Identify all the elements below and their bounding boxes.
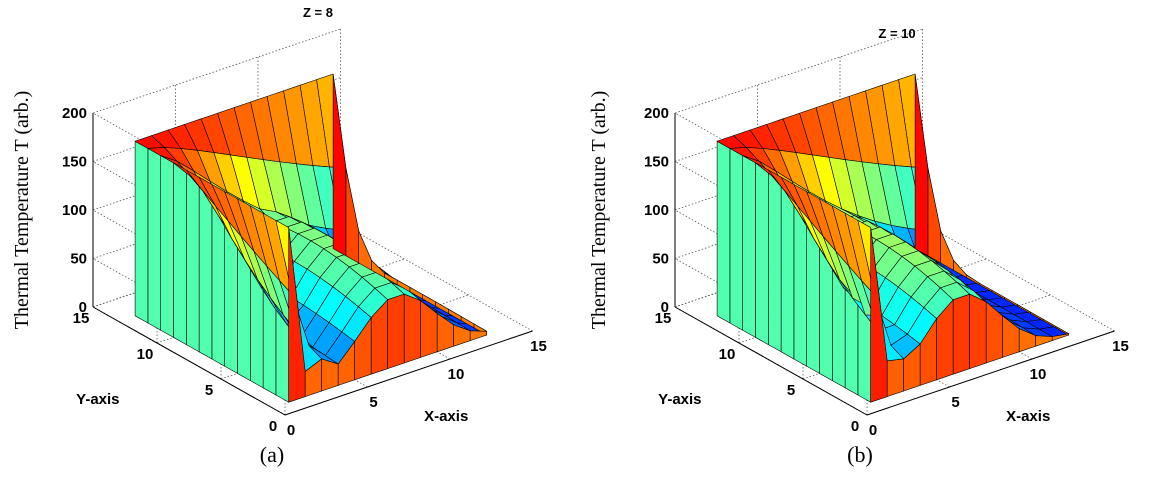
y-axis-line xyxy=(92,306,286,416)
surface-patch xyxy=(914,73,929,257)
z-tick-label: 0 xyxy=(79,299,87,316)
surface-patch xyxy=(952,293,971,375)
y-tick-label: 5 xyxy=(205,382,213,399)
surface-plot-a: 051015051015050100150200X-axisY-axisTher… xyxy=(11,5,547,467)
chart-panel-b: 0 5 10 15 0 5 10 15 0 50 100 150 200 X-axis Y-axis Ther… xyxy=(577,0,1153,478)
surface-patch xyxy=(469,330,488,342)
surface-patch xyxy=(345,167,360,264)
y-tick-label: 5 xyxy=(787,382,795,399)
x-tick-label: 5 xyxy=(369,394,377,411)
y-tick-label: 15 xyxy=(655,310,672,327)
panel-caption: (b) xyxy=(847,442,873,467)
surface-patch xyxy=(134,140,149,324)
z-axis-label: Thermal Temperature T (arb.) xyxy=(11,91,33,330)
surface-patch xyxy=(716,140,731,324)
surface-patch xyxy=(1035,335,1053,347)
surface-patches xyxy=(134,73,488,403)
y-tick-label: 0 xyxy=(851,418,859,435)
surface-patch xyxy=(403,293,422,364)
surface-patch xyxy=(321,358,339,392)
y-tick-label: 10 xyxy=(719,346,736,363)
y-tick-label: 10 xyxy=(137,346,154,363)
z-tick-label: 100 xyxy=(62,202,87,219)
surface-patch xyxy=(886,358,905,398)
x-tick-label: 0 xyxy=(287,422,295,439)
surface-patch xyxy=(969,293,987,370)
surface-patch xyxy=(358,230,372,271)
surface-plot-b: 051015051015050100150200X-axisY-axisTher… xyxy=(588,26,1129,467)
x-tick-label: 0 xyxy=(869,422,877,439)
panel-caption: (a) xyxy=(260,442,284,467)
z-tick-label: 200 xyxy=(62,105,87,122)
y-axis-label: Y-axis xyxy=(658,391,701,408)
surface-patch xyxy=(768,169,782,353)
surface-patch xyxy=(729,147,743,331)
x-axis-label: X-axis xyxy=(1006,408,1050,425)
surface-patch xyxy=(755,162,769,346)
x-tick-label: 10 xyxy=(448,366,465,383)
x-tick-label: 15 xyxy=(1112,338,1129,355)
z-tick-label: 150 xyxy=(644,154,669,171)
x-tick-label: 10 xyxy=(1030,366,1047,383)
z-axis-label: Thermal Temperature T (arb.) xyxy=(588,91,610,330)
surface-patch xyxy=(940,230,954,271)
y-axis-line xyxy=(674,306,868,416)
surface-patches xyxy=(716,73,1070,403)
x-axis-line xyxy=(284,330,533,416)
x-tick-label: 5 xyxy=(951,394,959,411)
chart-panel-a: 0 5 10 15 0 5 10 15 0 50 100 150 200 X-axis Y-axis Ther… xyxy=(0,0,576,478)
surface-patch xyxy=(332,73,347,257)
x-axis-label: X-axis xyxy=(424,408,468,425)
surface-patch xyxy=(927,167,942,264)
z-tick-label: 200 xyxy=(644,105,669,122)
surface-patch xyxy=(186,169,200,353)
surface-patch xyxy=(387,293,405,370)
chart-title: Z = 8 xyxy=(303,5,333,20)
surface-patch xyxy=(173,162,187,346)
y-tick-label: 0 xyxy=(269,418,277,435)
y-axis-label: Y-axis xyxy=(76,391,119,408)
x-axis-line xyxy=(866,330,1115,416)
z-tick-label: 50 xyxy=(70,251,87,268)
z-tick-label: 150 xyxy=(62,154,87,171)
z-tick-label: 0 xyxy=(661,299,669,316)
x-tick-label: 15 xyxy=(530,338,547,355)
surface-patch xyxy=(742,155,756,338)
surface-patch xyxy=(1051,333,1070,342)
z-tick-label: 50 xyxy=(652,251,669,268)
surface-patch xyxy=(780,176,795,360)
surface-patch xyxy=(160,155,174,338)
y-tick-label: 15 xyxy=(73,310,90,327)
z-tick-label: 100 xyxy=(644,202,669,219)
surface-patch xyxy=(147,147,161,331)
surface-patch xyxy=(198,176,213,360)
chart-title: Z = 10 xyxy=(878,26,915,41)
